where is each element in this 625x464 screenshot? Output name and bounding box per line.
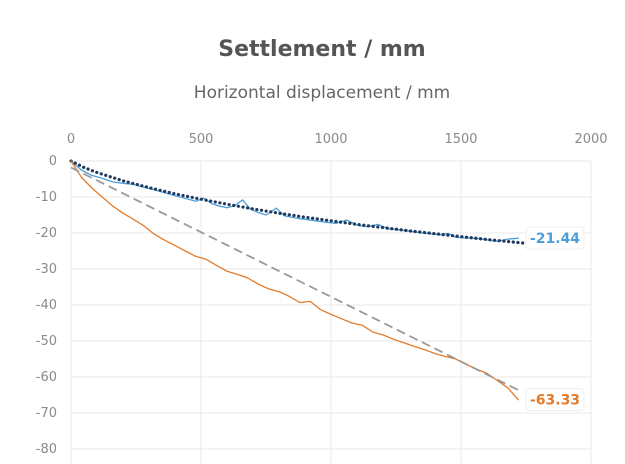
y-tick-label: -50 bbox=[36, 334, 57, 349]
y-tick-label: -80 bbox=[36, 442, 57, 457]
x-tick-label: 500 bbox=[189, 132, 214, 147]
x-tick-label: 2000 bbox=[574, 132, 607, 147]
end-label-box bbox=[525, 388, 585, 412]
series-line-4 bbox=[70, 166, 519, 391]
x-axis-ticks: 0 500 1000 1500 2000 bbox=[67, 132, 608, 147]
y-tick-label: -40 bbox=[36, 298, 57, 313]
y-tick-label: -60 bbox=[36, 370, 57, 385]
end-value-label: -63.33 bbox=[530, 393, 580, 409]
end-value-label: -21.44 bbox=[530, 231, 580, 247]
grid bbox=[70, 160, 592, 464]
series-group bbox=[69, 159, 526, 401]
y-tick-label: -30 bbox=[36, 262, 57, 277]
x-tick-label: 1000 bbox=[314, 132, 347, 147]
end-labels: -21.44 -63.33 bbox=[525, 226, 585, 412]
end-label-box bbox=[525, 226, 585, 250]
chart-subtitle: Horizontal displacement / mm bbox=[194, 83, 450, 103]
series-line-2 bbox=[69, 159, 526, 245]
x-tick-label: 1500 bbox=[444, 132, 477, 147]
y-axis-ticks: 0 -10 -20 -30 -40 -50 -60 -70 -80 bbox=[36, 154, 57, 457]
y-tick-label: -20 bbox=[36, 226, 57, 241]
series-line-3 bbox=[70, 160, 519, 401]
chart-title: Settlement / mm bbox=[218, 37, 426, 62]
x-tick-label: 0 bbox=[67, 132, 75, 147]
y-tick-label: -10 bbox=[36, 190, 57, 205]
y-tick-label: 0 bbox=[49, 154, 57, 169]
y-tick-label: -70 bbox=[36, 406, 57, 421]
